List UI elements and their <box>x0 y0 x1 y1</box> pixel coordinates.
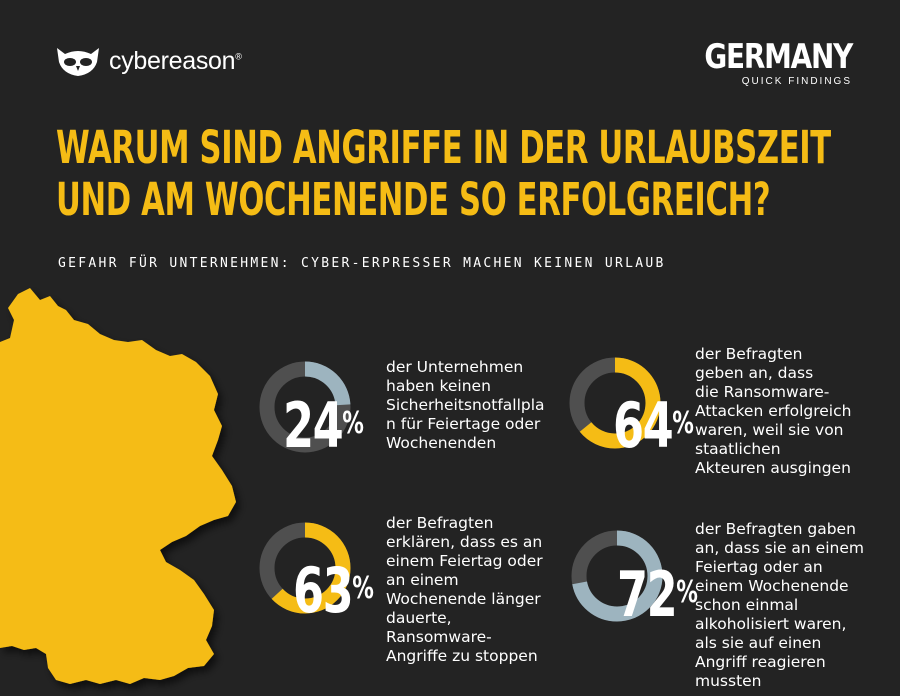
stat-description: der Befragten gaben an, dass sie an einem… <box>695 520 864 690</box>
ring-chart <box>571 530 663 622</box>
ring-value-arc <box>571 530 663 622</box>
germany-map <box>0 288 236 684</box>
ring-value-arc <box>259 361 351 453</box>
ring-value-arc <box>259 522 351 614</box>
headline: WARUM SIND ANGRIFFE IN DER URLAUBSZEIT U… <box>56 122 856 226</box>
stat-value: 72% <box>617 558 698 631</box>
stat-card-72: 72% der Befragten gaben an, dass sie an e… <box>565 520 890 690</box>
stat-description: der Befragten erklären, dass es an einem F… <box>386 514 543 665</box>
country-subtitle: QUICK FINDINGS <box>741 76 852 87</box>
stat-description: der Befragten geben an, dass die Ransomwar… <box>695 345 852 477</box>
headline-line-2: UND AM WOCHENENDE SO ERFOLGREICH? <box>56 173 771 226</box>
headline-line-1: WARUM SIND ANGRIFFE IN DER URLAUBSZEIT <box>56 121 831 174</box>
ring-chart <box>259 522 351 614</box>
ring-chart <box>569 357 661 449</box>
owl-icon <box>57 48 99 76</box>
stat-card-63: 63% der Befragten erklären, dass es an ein… <box>253 514 563 665</box>
subheadline: GEFAHR FÜR UNTERNEHMEN: CYBER-ERPRESSER … <box>58 256 666 271</box>
ring-chart <box>259 361 351 453</box>
ring-value-arc <box>569 357 661 449</box>
stat-value: 24% <box>283 389 364 462</box>
stat-value: 63% <box>293 554 374 627</box>
stat-card-64: 64% der Befragten geben an, dass die Ranso… <box>565 345 885 485</box>
stat-value: 64% <box>613 389 694 462</box>
brand-logo: cybereason® <box>55 44 242 78</box>
brand-name: cybereason® <box>109 46 242 75</box>
stat-card-24: 24% der Unternehmen haben keinen Sicherhei… <box>253 355 553 475</box>
stat-description: der Unternehmen haben keinen Sicherheitsno… <box>386 358 545 452</box>
country-title: GERMANY <box>704 37 853 77</box>
country-badge: GERMANY QUICK FINDINGS <box>672 37 853 87</box>
